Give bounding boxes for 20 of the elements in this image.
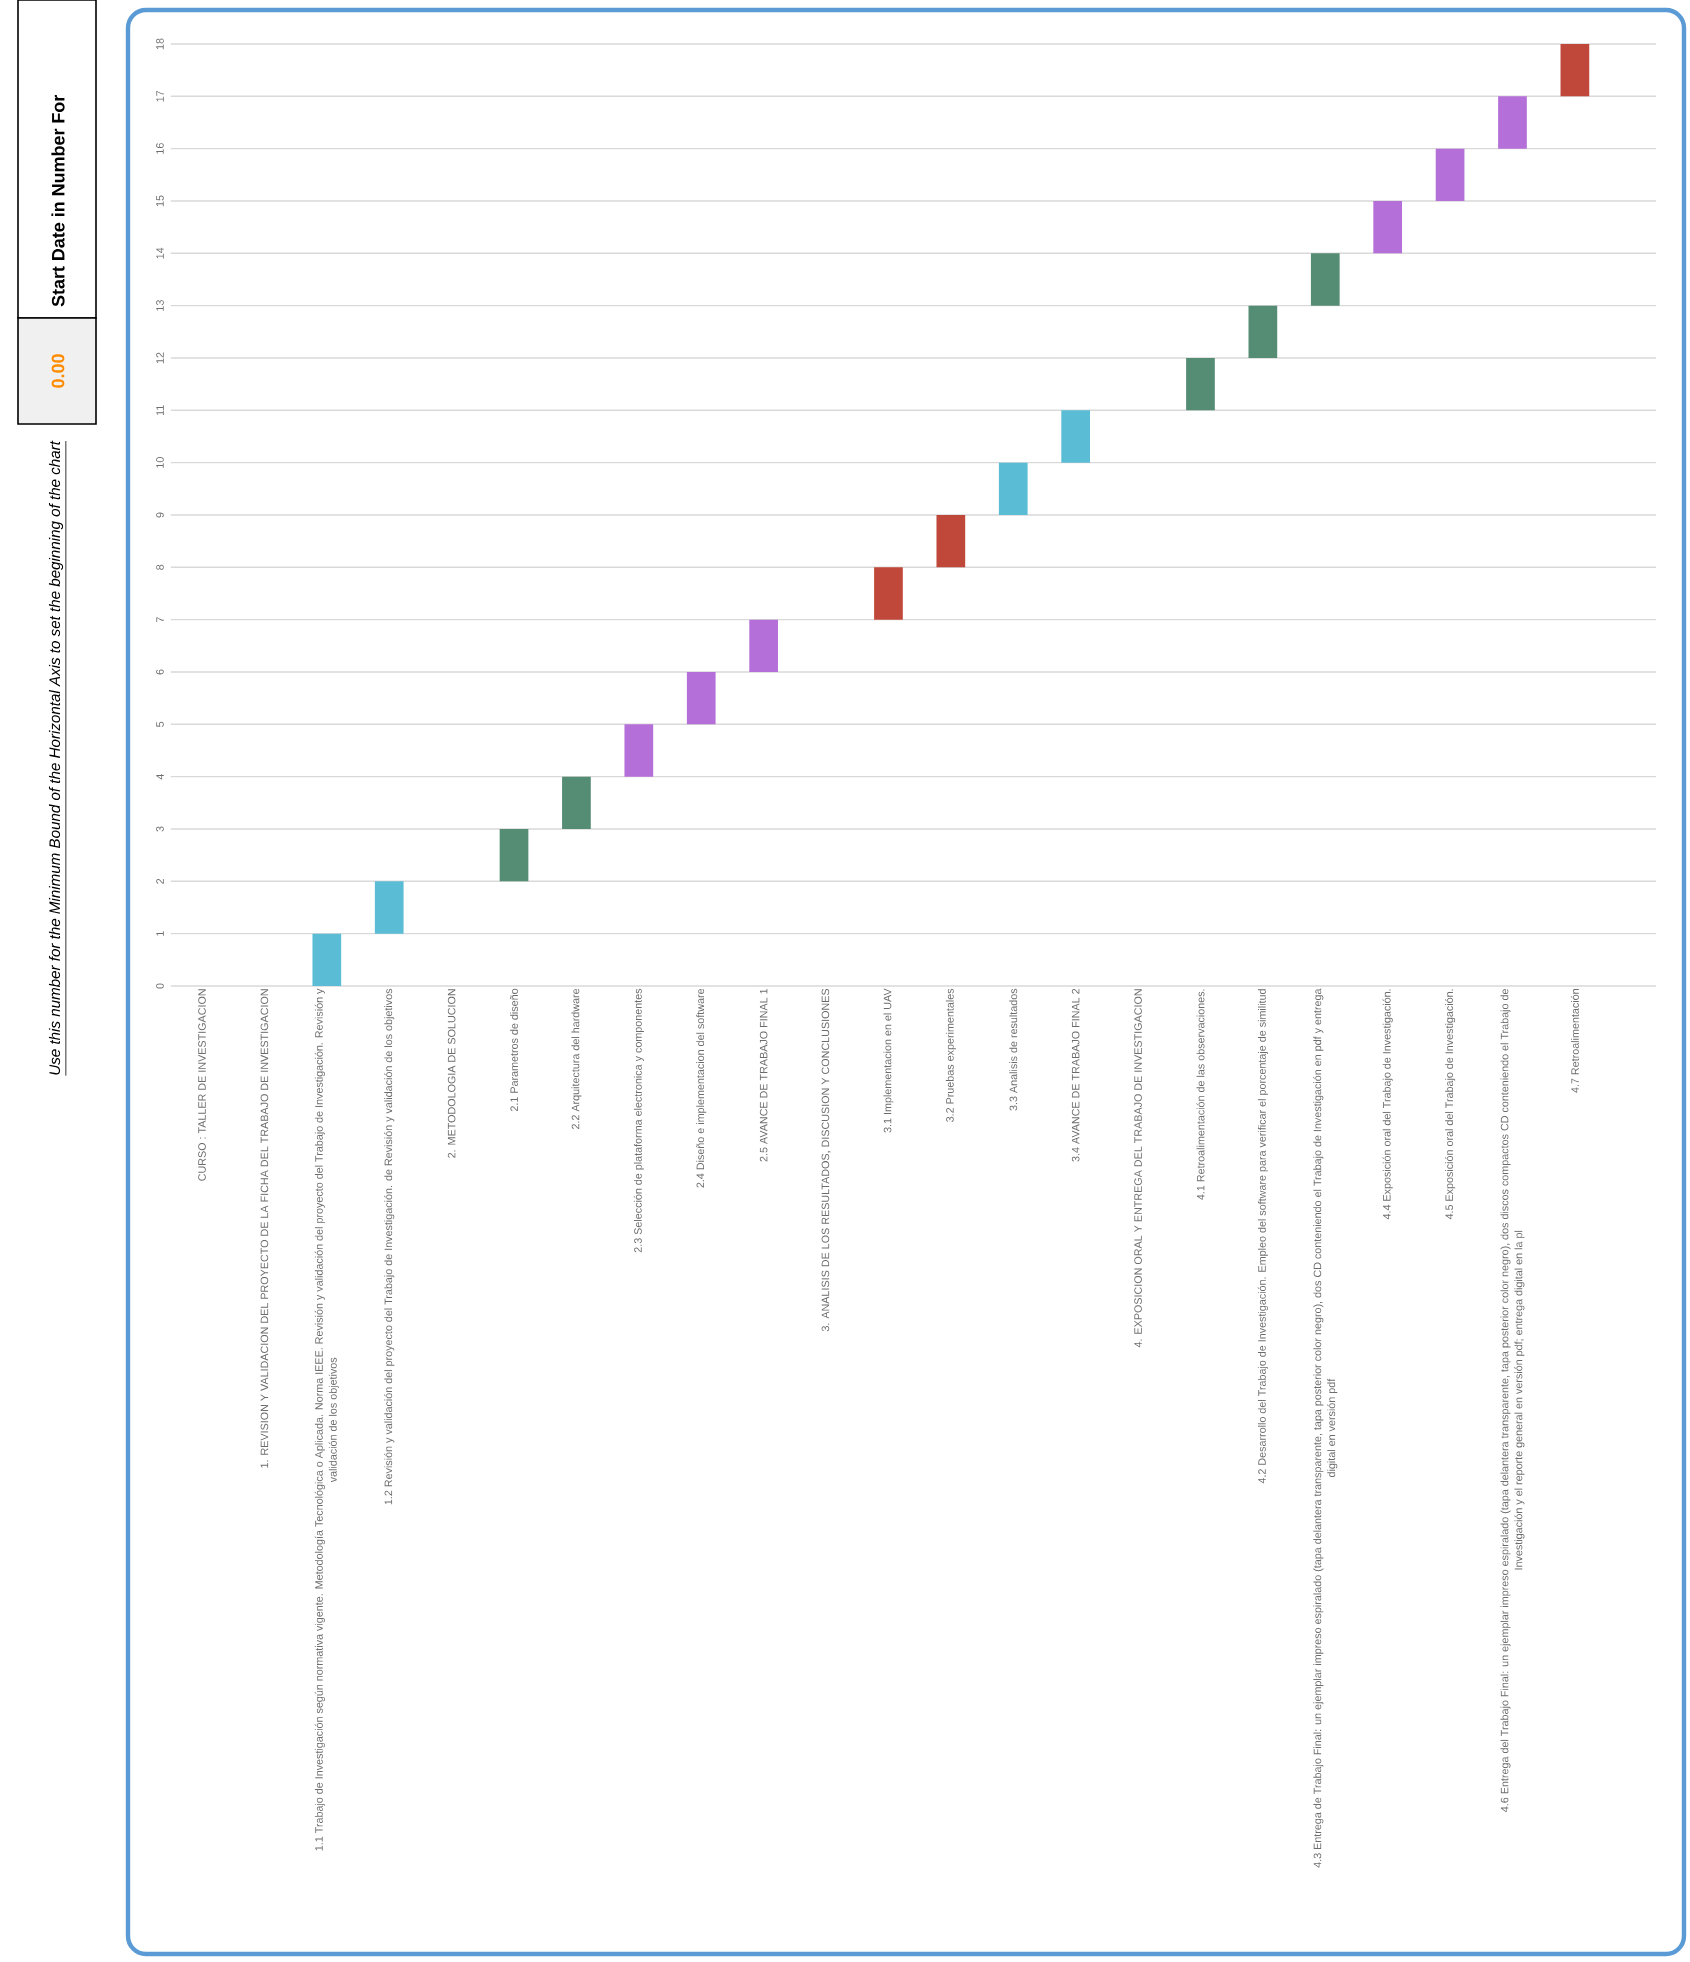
bar [1310,253,1340,306]
bar [874,567,903,620]
bar [1061,410,1091,463]
bar [936,514,966,568]
bar [624,724,654,777]
bar [312,933,342,986]
bar [1435,148,1465,201]
bar [749,619,778,672]
bar [1560,43,1590,97]
bar [686,671,716,725]
bar [374,881,404,934]
text: 0.00 [51,354,65,388]
bar [1248,305,1278,358]
bar [562,776,591,829]
bar [499,828,529,882]
bar [1498,96,1527,149]
bar [1373,200,1403,254]
bar [1186,357,1215,411]
text: Start Date in Number For [51,94,65,307]
bar [998,462,1028,515]
